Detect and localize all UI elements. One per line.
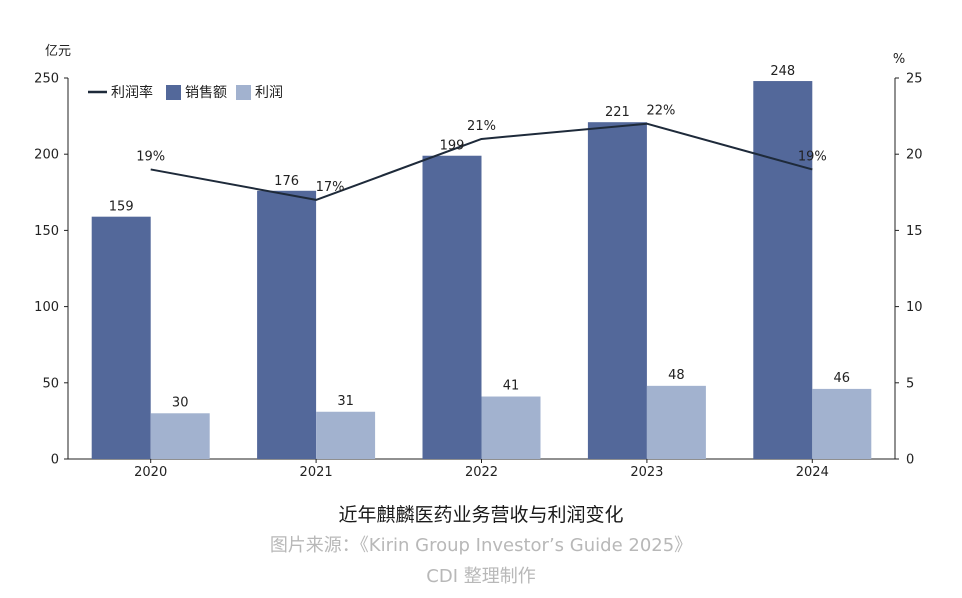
bar-sales-value-label: 248 <box>770 64 795 79</box>
x-tick-label: 2024 <box>796 465 829 480</box>
y-right-unit-label: % <box>893 52 905 67</box>
bar-profit <box>812 388 872 459</box>
profit-rate-value-label: 19% <box>136 149 165 164</box>
y-right-tick-label: 15 <box>906 224 923 239</box>
profit-rate-value-label: 22% <box>646 104 675 119</box>
y-left-tick-label: 150 <box>34 224 59 239</box>
bars <box>91 81 872 460</box>
x-tick-label: 2021 <box>300 465 333 480</box>
profit-rate-line <box>150 122 813 201</box>
bar-profit <box>481 396 541 459</box>
y-left-unit-label: 亿元 <box>45 44 71 59</box>
bar-profit <box>316 411 376 459</box>
bar-sales <box>587 122 647 460</box>
y-right-tick-label: 20 <box>906 148 923 163</box>
bar-profit-value-label: 30 <box>172 395 189 410</box>
data-labels: 159 30 176 31 199 41 221 48 248 46 19% 17% 21% 22% 19% <box>109 64 850 410</box>
bar-profit-value-label: 41 <box>503 379 520 394</box>
bar-sales-value-label: 159 <box>109 200 134 215</box>
bar-sales <box>422 155 482 459</box>
chart-caption-title: 近年麒麟医药业务营收与利润变化 <box>338 504 624 526</box>
bar-profit-value-label: 31 <box>337 394 354 409</box>
y-right-tick-label: 0 <box>906 453 914 468</box>
legend-swatch-sales <box>166 85 181 100</box>
bar-profit-value-label: 46 <box>834 371 851 386</box>
bar-sales <box>257 190 317 459</box>
bar-sales-value-label: 199 <box>440 139 465 154</box>
chart-caption-source: 图片来源：《Kirin Group Investor’s Guide 2025》 <box>269 535 693 556</box>
axes: 0 50 100 150 200 250 0 5 10 15 20 25 亿元% 2020 2021 2022… <box>34 44 922 480</box>
profit-rate-value-label: 21% <box>467 119 496 134</box>
chart: 0 50 100 150 200 250 0 5 10 15 20 25 亿元% 2020 2021 2022… <box>34 44 922 480</box>
chart-caption-credit: CDI 整理制作 <box>426 566 536 587</box>
legend-label-profit: 利润 <box>255 85 283 101</box>
bar-profit-value-label: 48 <box>668 368 685 383</box>
y-left-tick-label: 0 <box>51 453 59 468</box>
bar-sales-value-label: 176 <box>274 174 299 189</box>
legend-label-sales: 销售额 <box>185 85 227 101</box>
profit-rate-value-label: 17% <box>316 180 345 195</box>
y-left-tick-label: 250 <box>34 72 59 87</box>
bar-sales <box>753 81 813 459</box>
legend-label-profit-rate: 利润率 <box>111 84 153 101</box>
legend: 利润率 销售额 利润 <box>88 84 283 101</box>
x-tick-label: 2022 <box>465 465 498 480</box>
y-left-tick-label: 50 <box>42 376 59 391</box>
bar-profit <box>646 385 706 459</box>
y-right-tick-label: 10 <box>906 300 923 315</box>
y-left-tick-label: 100 <box>34 300 59 315</box>
profit-rate-value-label: 19% <box>798 149 827 164</box>
y-right-tick-label: 5 <box>906 376 914 391</box>
bar-sales-value-label: 221 <box>605 105 630 120</box>
y-left-tick-label: 200 <box>34 148 59 163</box>
legend-swatch-profit <box>236 85 251 100</box>
bar-profit <box>150 413 210 459</box>
y-right-tick-label: 25 <box>906 72 923 87</box>
x-tick-label: 2020 <box>134 465 167 480</box>
bar-sales <box>91 216 151 459</box>
x-tick-label: 2023 <box>630 465 663 480</box>
